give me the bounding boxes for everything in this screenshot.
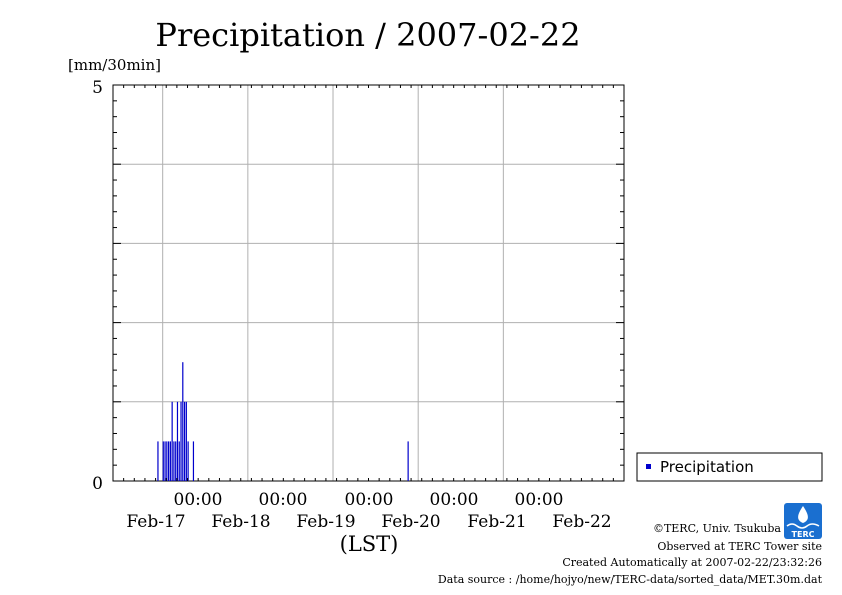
bar-group	[157, 362, 409, 481]
precipitation-bar	[166, 441, 168, 481]
grid	[113, 85, 624, 481]
footer-source: Data source : /home/hojyo/new/TERC-data/…	[438, 573, 823, 586]
tick-group	[112, 84, 625, 482]
terc-logo: TERC	[784, 503, 822, 539]
legend-swatch	[646, 464, 651, 469]
x-axis-label: (LST)	[340, 532, 399, 556]
water-drop-icon	[798, 506, 808, 523]
precipitation-bar	[183, 401, 186, 481]
precipitation-bar	[187, 441, 189, 481]
precipitation-bar	[175, 441, 177, 481]
precipitation-bar	[178, 441, 180, 481]
precipitation-bar	[173, 441, 175, 481]
legend: Precipitation	[636, 452, 823, 482]
chart-title: Precipitation / 2007-02-22	[155, 16, 580, 54]
legend-box	[636, 452, 823, 482]
precipitation-bar	[168, 441, 170, 481]
x-date-label: Feb-21	[467, 512, 526, 532]
precipitation-bar	[162, 441, 164, 481]
y-tick-label-top: 5	[92, 78, 103, 98]
legend-label: Precipitation	[660, 458, 754, 476]
precipitation-bar	[169, 441, 171, 481]
x-time-label: 00:00	[174, 490, 223, 510]
x-date-label: Feb-17	[126, 512, 185, 532]
footer-copyright: ©TERC, Univ. Tsukuba	[653, 522, 781, 535]
wave-icon	[786, 523, 820, 529]
precipitation-bar	[185, 401, 187, 481]
precipitation-bar	[407, 441, 409, 481]
x-time-label: 00:00	[515, 490, 564, 510]
precipitation-bar	[164, 441, 166, 481]
precipitation-bar	[157, 441, 159, 481]
precipitation-bar	[180, 401, 182, 481]
y-axis-label: [mm/30min]	[68, 56, 161, 74]
precipitation-bar	[176, 401, 179, 481]
x-date-label: Feb-20	[381, 512, 440, 532]
x-time-label: 00:00	[430, 490, 479, 510]
precipitation-bar	[171, 401, 173, 481]
x-time-label: 00:00	[345, 490, 394, 510]
plot-frame	[112, 84, 625, 482]
y-tick-label-bottom: 0	[92, 474, 103, 494]
footer-created: Created Automatically at 2007-02-22/23:3…	[562, 556, 822, 569]
x-date-label: Feb-22	[552, 512, 611, 532]
precipitation-bar	[182, 362, 184, 481]
x-date-label: Feb-19	[296, 512, 355, 532]
footer-site: Observed at TERC Tower site	[657, 540, 822, 553]
x-date-label: Feb-18	[211, 512, 270, 532]
logo-text: TERC	[792, 530, 815, 539]
precipitation-bar	[192, 441, 195, 481]
x-time-label: 00:00	[259, 490, 308, 510]
